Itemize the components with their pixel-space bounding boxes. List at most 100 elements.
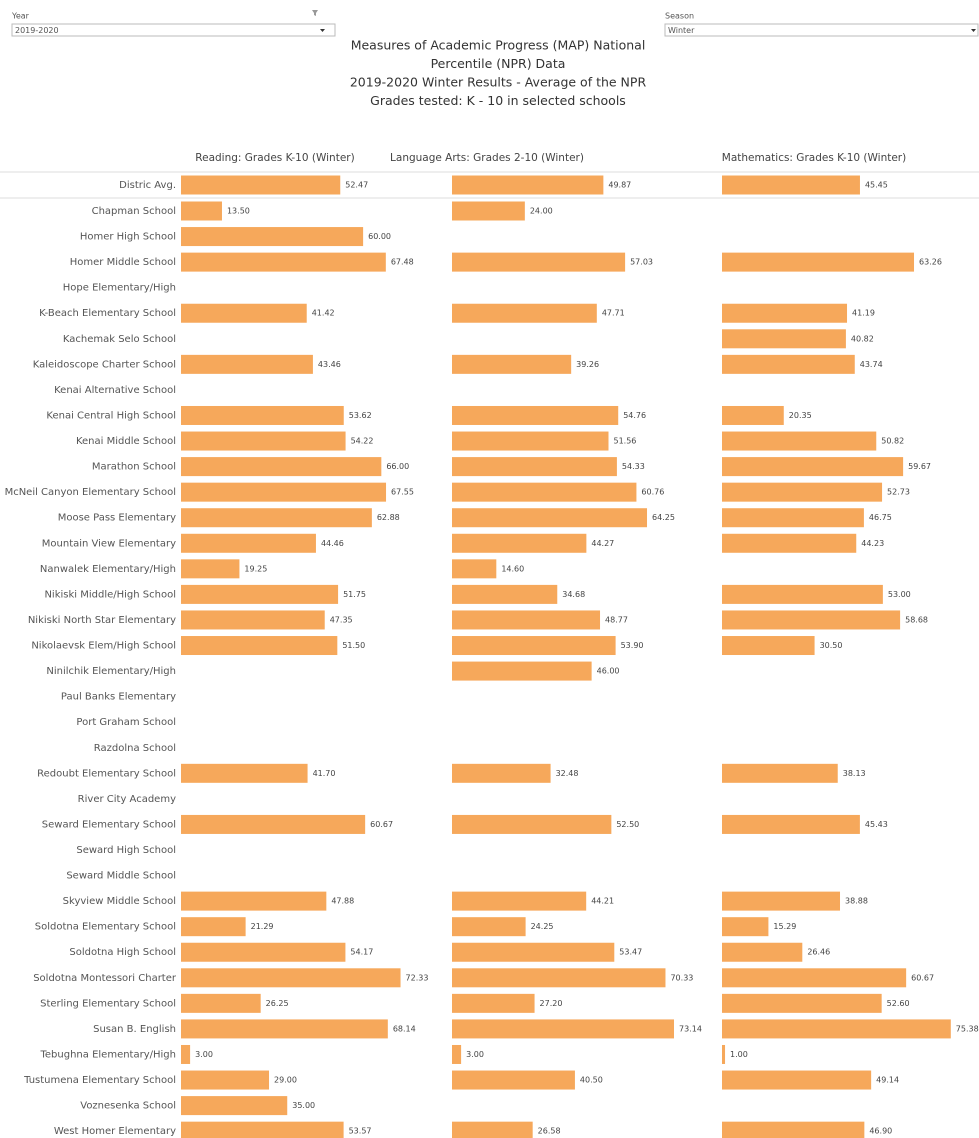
value-label: 45.45 xyxy=(865,181,888,190)
bar xyxy=(181,303,307,323)
category-label: Kaleidoscope Charter School xyxy=(33,359,176,370)
value-label: 35.00 xyxy=(292,1101,315,1110)
category-label: Chapman School xyxy=(92,206,176,217)
category-label: Nikolaevsk Elem/High School xyxy=(31,641,176,652)
value-label: 60.00 xyxy=(368,232,391,241)
panel-header: Reading: Grades K-10 (Winter) xyxy=(195,152,354,164)
bar xyxy=(722,1044,726,1064)
value-label: 62.88 xyxy=(377,513,400,522)
filter-icon[interactable] xyxy=(312,10,318,16)
bar xyxy=(722,891,841,911)
value-label: 67.48 xyxy=(391,258,414,267)
bar xyxy=(722,584,883,604)
bar xyxy=(181,431,346,451)
bar xyxy=(722,252,915,272)
bar xyxy=(181,533,316,553)
bar xyxy=(181,814,366,834)
value-label: 45.43 xyxy=(865,820,888,829)
bar xyxy=(452,1044,462,1064)
value-label: 49.14 xyxy=(876,1076,899,1085)
bar xyxy=(181,354,313,374)
value-label: 32.48 xyxy=(556,769,579,778)
value-label: 38.13 xyxy=(843,769,866,778)
bar xyxy=(722,508,864,528)
value-label: 15.29 xyxy=(773,922,796,931)
value-label: 52.47 xyxy=(345,181,368,190)
value-label: 43.46 xyxy=(318,360,341,369)
value-label: 53.00 xyxy=(888,590,911,599)
value-label: 44.27 xyxy=(591,539,614,548)
category-label: Soldotna High School xyxy=(69,947,176,958)
bar xyxy=(722,533,857,553)
bar xyxy=(722,993,882,1013)
bar xyxy=(452,814,612,834)
value-label: 20.35 xyxy=(789,411,812,420)
value-label: 39.26 xyxy=(576,360,599,369)
category-label: Nikiski North Star Elementary xyxy=(28,615,176,626)
category-label: Tustumena Elementary School xyxy=(23,1075,176,1086)
dropdown-arrow xyxy=(320,29,325,32)
value-label: 21.29 xyxy=(251,922,274,931)
value-label: 38.88 xyxy=(845,897,868,906)
bar xyxy=(452,1019,675,1039)
bar xyxy=(722,636,815,656)
bar xyxy=(722,968,907,988)
bar xyxy=(722,175,860,195)
category-label: Tebughna Elementary/High xyxy=(40,1049,177,1060)
bar xyxy=(452,1121,533,1138)
category-label: Kenai Alternative School xyxy=(54,385,176,396)
bar xyxy=(181,993,261,1013)
value-label: 59.67 xyxy=(908,462,931,471)
panel-header: Language Arts: Grades 2-10 (Winter) xyxy=(390,152,584,164)
value-label: 41.19 xyxy=(852,309,875,318)
bar xyxy=(181,559,240,579)
chart-title: 2019-2020 Winter Results - Average of th… xyxy=(350,75,647,90)
value-label: 58.68 xyxy=(905,615,928,624)
value-label: 44.21 xyxy=(591,897,614,906)
value-label: 24.00 xyxy=(530,207,553,216)
value-label: 27.20 xyxy=(540,999,563,1008)
bar xyxy=(452,584,558,604)
value-label: 64.25 xyxy=(652,513,675,522)
value-label: 53.62 xyxy=(349,411,372,420)
category-label: Soldotna Elementary School xyxy=(35,922,176,933)
category-label: Skyview Middle School xyxy=(63,896,176,907)
bar xyxy=(452,559,497,579)
value-label: 53.47 xyxy=(619,948,642,957)
category-label: Voznesenka School xyxy=(80,1101,176,1112)
value-label: 47.71 xyxy=(602,309,625,318)
value-label: 34.68 xyxy=(562,590,585,599)
bar xyxy=(452,482,637,502)
bar xyxy=(452,457,617,477)
value-label: 44.46 xyxy=(321,539,344,548)
year-filter: Year 2019-2020 xyxy=(11,10,336,37)
category-label: Seward Middle School xyxy=(66,871,176,882)
category-label: Distric Avg. xyxy=(119,180,176,191)
value-label: 48.77 xyxy=(605,615,628,624)
value-label: 47.88 xyxy=(331,897,354,906)
value-label: 1.00 xyxy=(730,1050,748,1059)
value-label: 13.50 xyxy=(227,207,250,216)
bar xyxy=(722,431,877,451)
value-label: 41.70 xyxy=(313,769,336,778)
value-label: 67.55 xyxy=(391,488,414,497)
bar xyxy=(722,917,769,937)
value-label: 52.73 xyxy=(887,488,910,497)
bar xyxy=(452,993,535,1013)
bar xyxy=(452,610,601,630)
bar xyxy=(452,661,592,681)
bar xyxy=(181,175,341,195)
bar xyxy=(181,584,339,604)
category-label: Port Graham School xyxy=(76,717,176,728)
value-label: 14.60 xyxy=(501,564,524,573)
value-label: 46.00 xyxy=(597,667,620,676)
category-label: West Homer Elementary xyxy=(54,1126,176,1137)
bar xyxy=(452,508,648,528)
bar xyxy=(452,175,604,195)
bar xyxy=(181,942,346,962)
category-label: Paul Banks Elementary xyxy=(61,692,176,703)
season-dropdown[interactable] xyxy=(664,23,979,37)
value-label: 43.74 xyxy=(860,360,883,369)
year-dropdown[interactable] xyxy=(11,23,336,37)
